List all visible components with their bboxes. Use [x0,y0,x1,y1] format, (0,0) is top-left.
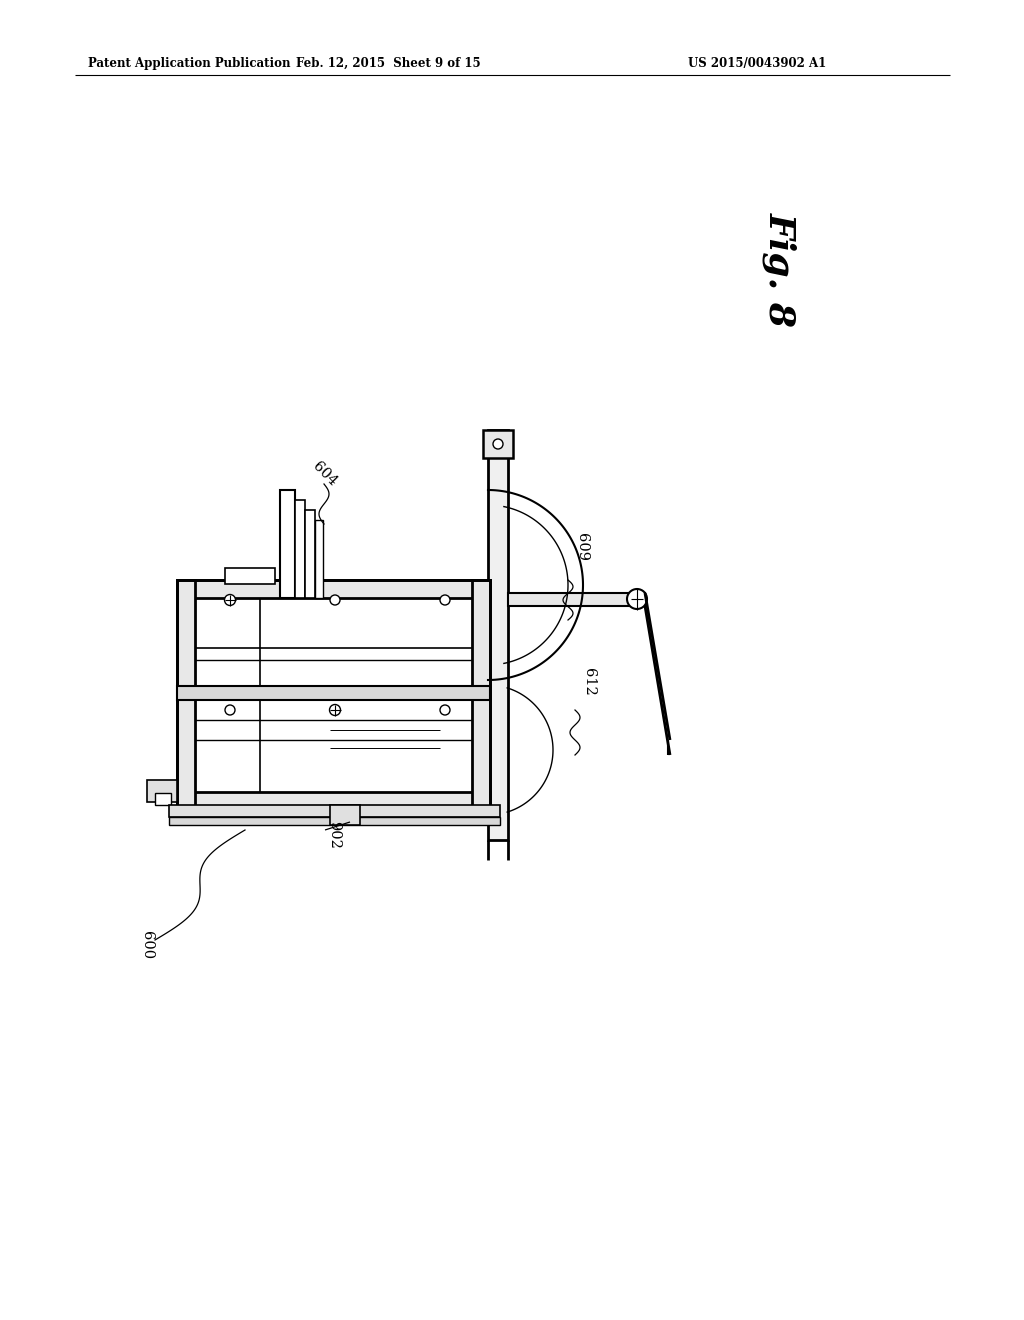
Text: 902: 902 [327,821,341,849]
Circle shape [330,705,341,715]
Circle shape [440,595,450,605]
Circle shape [627,589,647,609]
Bar [177,792,490,810]
Circle shape [493,440,503,449]
Bar [295,500,305,598]
Bar [177,579,490,810]
Text: 612: 612 [582,668,596,696]
Bar [472,579,490,810]
Bar [225,568,275,583]
Bar [155,793,171,805]
Bar [177,579,195,810]
Bar [483,430,513,458]
Bar [177,579,490,598]
Circle shape [225,705,234,715]
Text: 600: 600 [140,931,154,960]
Bar [488,430,508,840]
Bar [315,520,323,598]
Bar [169,805,500,817]
Circle shape [330,595,340,605]
Text: Patent Application Publication: Patent Application Publication [88,57,291,70]
Circle shape [224,594,236,606]
Bar [305,510,315,598]
Circle shape [440,705,450,715]
Bar [280,490,295,598]
Text: Fig. 8: Fig. 8 [763,213,798,327]
Text: 609: 609 [575,533,589,561]
Text: 604: 604 [310,459,340,488]
Bar [330,805,360,825]
Bar [169,817,500,825]
Bar [508,593,645,606]
Text: Feb. 12, 2015  Sheet 9 of 15: Feb. 12, 2015 Sheet 9 of 15 [296,57,480,70]
Bar [177,686,490,700]
Bar [147,780,177,803]
Text: US 2015/0043902 A1: US 2015/0043902 A1 [688,57,826,70]
